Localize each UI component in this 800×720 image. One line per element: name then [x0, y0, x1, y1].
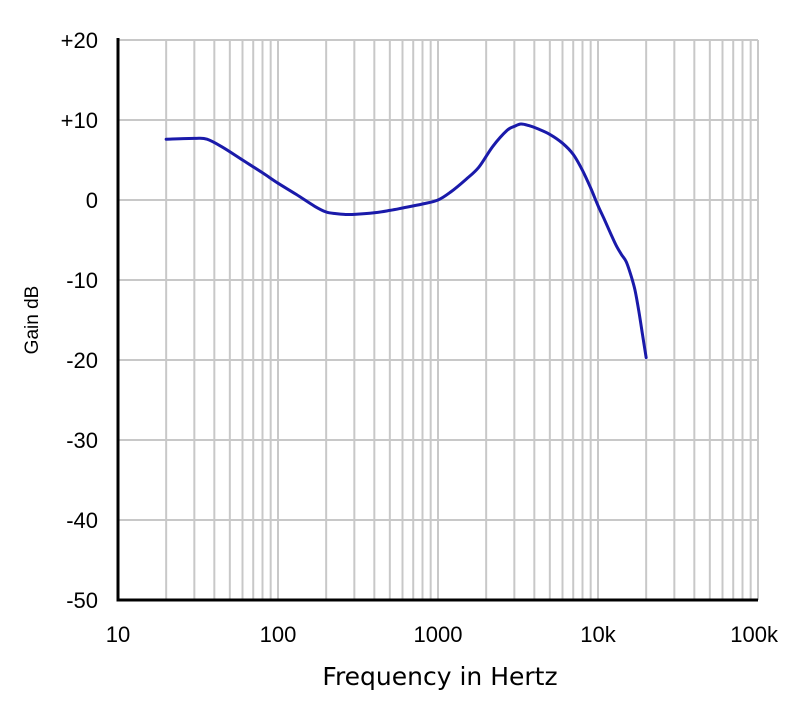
y-tick-label: +20	[61, 28, 98, 53]
x-tick-label: 10k	[580, 622, 616, 647]
y-tick-label: -30	[66, 428, 98, 453]
x-tick-label: 10	[106, 622, 130, 647]
series-line-gain	[164, 122, 648, 360]
y-tick-label: -40	[66, 508, 98, 533]
y-tick-label: -50	[66, 588, 98, 613]
y-axis-title: Gain dB	[22, 286, 43, 355]
y-tick-labels: +20 +10 0 -10 -20 -30 -40 -50	[61, 28, 98, 613]
x-tick-label: 1000	[414, 622, 463, 647]
grid	[118, 39, 759, 600]
x-tick-labels: 10 100 1000 10k 100k	[106, 622, 779, 647]
x-axis-title: Frequency in Hertz	[322, 662, 557, 691]
series-layer	[164, 122, 648, 360]
y-tick-label: +10	[61, 108, 98, 133]
x-tick-label: 100k	[730, 622, 779, 647]
y-tick-label: 0	[86, 188, 98, 213]
y-tick-label: -10	[66, 268, 98, 293]
axes	[116, 38, 758, 602]
y-tick-label: -20	[66, 348, 98, 373]
x-tick-label: 100	[260, 622, 297, 647]
